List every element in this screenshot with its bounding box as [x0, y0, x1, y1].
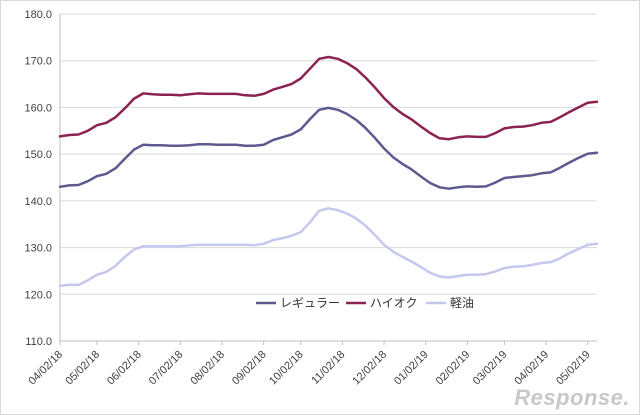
- x-tick-label: 04/02/18: [26, 349, 65, 388]
- x-tick-label: 01/02/19: [392, 349, 431, 388]
- y-axis: 110.0 120.0 130.0 140.0 150.0 160.0 170.0 180.0: [24, 9, 61, 348]
- y-tick-label: 150.0: [24, 149, 52, 161]
- x-tick-label: 06/02/18: [105, 349, 144, 388]
- x-tick-label: 08/02/18: [188, 349, 227, 388]
- x-tick-label: 11/02/18: [309, 349, 347, 387]
- x-tick-label: 09/02/18: [230, 349, 269, 388]
- y-tick-label: 120.0: [24, 289, 52, 301]
- series-line-3: [58, 207, 599, 288]
- watermark-logo: Response.: [514, 385, 630, 410]
- series-line-1: [58, 106, 599, 190]
- x-tick-label: 04/02/19: [512, 349, 551, 388]
- legend-label-2: ハイオク: [370, 296, 418, 310]
- y-tick-label: 130.0: [24, 243, 52, 255]
- x-tick-label: 10/02/18: [267, 349, 306, 388]
- x-tick-label: 07/02/18: [147, 349, 186, 388]
- y-tick-label: 170.0: [24, 56, 52, 68]
- x-tick-label: 02/02/19: [434, 349, 473, 388]
- x-tick-label: 03/02/19: [471, 349, 510, 388]
- legend-label-1: レギュラー: [280, 296, 340, 310]
- legend: レギュラー ハイオク 軽油: [256, 296, 474, 310]
- x-tick-label: 12/02/18: [350, 349, 389, 388]
- x-tick-label: 05/02/18: [63, 349, 102, 388]
- x-tick-label: 05/02/19: [554, 349, 593, 388]
- y-tick-label: 140.0: [24, 196, 52, 208]
- series-line-2: [58, 55, 599, 141]
- y-tick-label: 160.0: [24, 102, 52, 114]
- y-tick-label: 110.0: [25, 336, 52, 348]
- y-tick-label: 180.0: [24, 9, 52, 21]
- series-lines: [58, 55, 599, 288]
- legend-label-3: 軽油: [450, 296, 474, 310]
